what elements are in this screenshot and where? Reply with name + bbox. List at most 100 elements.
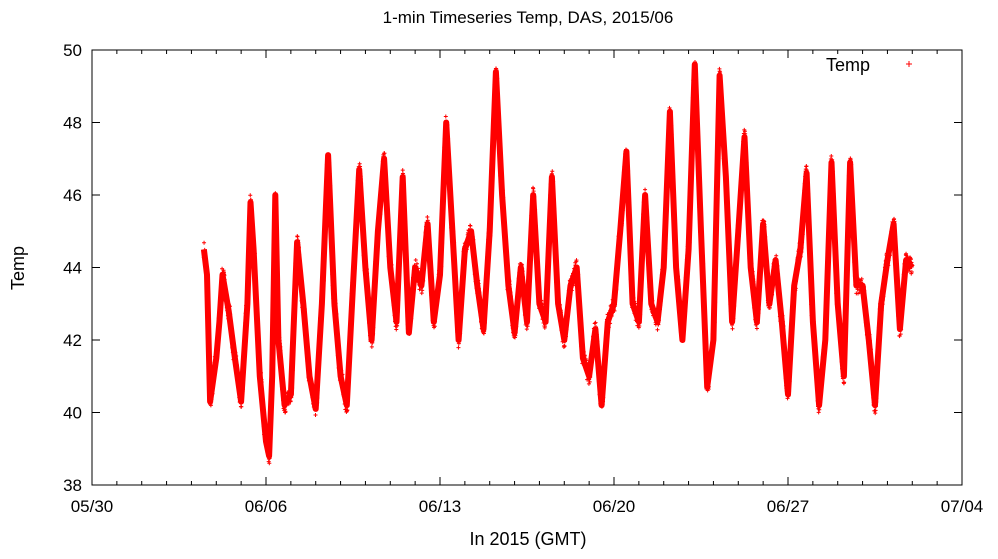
data-point: [545, 294, 550, 299]
data-point: [472, 272, 477, 277]
data-point: [816, 410, 821, 415]
data-point: [255, 334, 260, 339]
data-point: [461, 259, 466, 264]
data-point: [403, 246, 408, 251]
data-point: [385, 210, 390, 215]
data-point: [250, 239, 255, 244]
data-point: [480, 315, 485, 320]
data-point: [361, 242, 366, 247]
data-point: [493, 73, 498, 78]
data-point: [505, 273, 510, 278]
data-point: [369, 344, 374, 349]
data-point: [410, 292, 415, 297]
data-point: [389, 262, 394, 267]
data-point: [212, 367, 217, 372]
data-point: [242, 354, 247, 359]
data-point: [563, 334, 568, 339]
data-point: [305, 342, 310, 347]
data-point: [324, 191, 329, 196]
data-point: [397, 248, 402, 253]
data-point: [490, 178, 495, 183]
data-point: [291, 350, 296, 355]
data-point: [354, 222, 359, 227]
data-point: [372, 275, 377, 280]
data-point: [404, 255, 409, 260]
data-point: [378, 199, 383, 204]
data-point: [421, 273, 426, 278]
data-point: [266, 453, 271, 458]
data-point: [247, 250, 252, 255]
data-point: [417, 270, 422, 275]
data-point: [380, 180, 384, 185]
data-point: [267, 461, 272, 466]
data-point: [301, 296, 306, 301]
data-point: [359, 203, 364, 208]
data-point: [342, 393, 347, 398]
data-point: [754, 326, 759, 331]
x-axis-label: In 2015 (GMT): [469, 529, 586, 549]
data-point: [503, 242, 508, 247]
data-point: [533, 227, 538, 232]
data-point: [494, 68, 499, 73]
data-point: [483, 300, 488, 305]
data-point: [396, 264, 401, 269]
data-point: [829, 154, 834, 159]
data-point: [536, 288, 541, 293]
data-point: [477, 290, 482, 295]
data-point: [554, 283, 559, 288]
data-point: [378, 192, 383, 197]
data-point: [222, 273, 227, 278]
data-point: [279, 366, 284, 371]
data-point: [236, 374, 241, 379]
data-point: [307, 371, 312, 376]
data-point: [557, 302, 562, 307]
data-point: [273, 210, 278, 215]
data-point: [517, 280, 522, 285]
data-point: [558, 310, 563, 315]
data-point: [396, 269, 401, 274]
data-point: [371, 315, 376, 320]
data-point: [272, 207, 277, 212]
data-point: [394, 327, 399, 332]
data-point: [357, 167, 362, 172]
data-point: [395, 310, 400, 315]
data-point: [458, 331, 463, 336]
data-point: [335, 328, 340, 333]
data-point: [456, 345, 461, 350]
legend: Temp: [826, 55, 912, 75]
data-point: [352, 266, 357, 271]
data-point: [565, 312, 570, 317]
data-point: [445, 131, 450, 136]
data-point: [317, 326, 322, 331]
y-tick-label: 42: [63, 331, 82, 350]
data-point: [235, 367, 240, 372]
data-point: [277, 338, 282, 343]
data-point: [461, 265, 466, 270]
data-point: [422, 241, 427, 246]
data-point: [206, 311, 211, 316]
data-point: [239, 404, 244, 409]
data-point: [247, 230, 252, 235]
data-point: [444, 128, 449, 133]
data-point: [562, 339, 567, 344]
data-point: [547, 211, 552, 216]
data-point: [405, 314, 410, 319]
data-point: [303, 319, 308, 324]
data-point: [366, 314, 371, 319]
data-point: [254, 292, 259, 297]
data-point: [281, 398, 286, 403]
data-point: [332, 304, 337, 309]
data-point: [269, 392, 274, 397]
data-point: [491, 118, 496, 123]
data-point: [251, 245, 256, 250]
data-point: [311, 397, 316, 402]
data-point: [209, 389, 214, 394]
data-point: [331, 284, 336, 289]
data-point: [534, 253, 539, 258]
data-point: [315, 400, 320, 405]
data-point: [344, 404, 349, 409]
data-point: [439, 237, 444, 242]
data-point: [219, 284, 224, 289]
data-point: [373, 268, 378, 273]
data-point: [557, 302, 562, 307]
